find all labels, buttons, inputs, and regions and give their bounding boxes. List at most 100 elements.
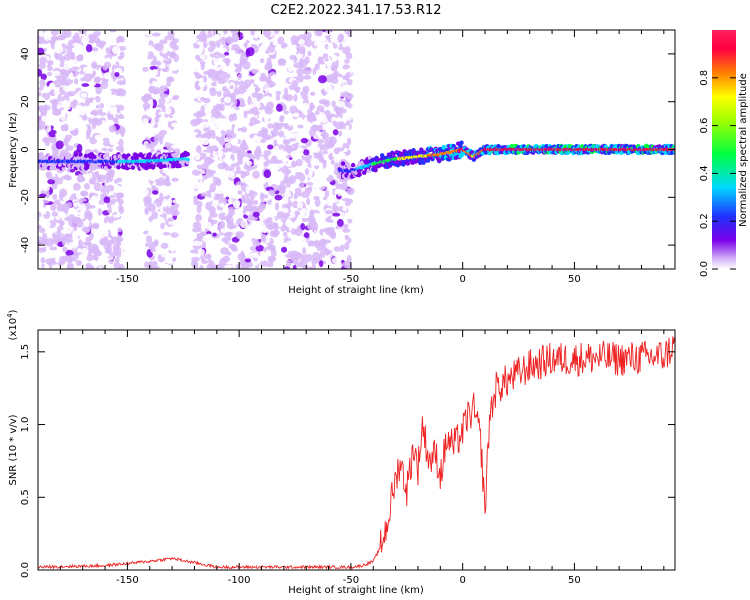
heatmap-noise-mark — [198, 152, 207, 160]
heatmap-noise-mark — [69, 72, 74, 81]
heatmap-noise-mark — [86, 254, 94, 262]
heatmap-noise-mark — [342, 64, 351, 70]
heatmap-noise-mark — [114, 257, 120, 263]
heatmap-noise-mark — [171, 257, 176, 262]
heatmap-noise-mark — [164, 255, 173, 264]
heatmap-noise-mark — [78, 239, 83, 249]
heatmap-noise-mark — [192, 240, 202, 247]
heatmap-noise-mark — [199, 264, 204, 269]
heatmap-noise-mark — [340, 79, 348, 84]
heatmap-signal-mark — [458, 144, 463, 149]
heatmap-noise-mark — [288, 118, 293, 127]
heatmap-noise-mark — [108, 30, 117, 33]
heatmap-noise-mark — [150, 118, 155, 128]
heatmap-noise-mark — [252, 170, 260, 179]
heatmap-noise-mark — [53, 234, 61, 243]
heatmap-noise-mark — [91, 200, 97, 205]
heatmap-noise-mark — [80, 141, 88, 148]
heatmap-noise-mark — [245, 185, 250, 195]
heatmap-noise-mark — [39, 43, 48, 48]
heatmap-noise-mark — [109, 251, 117, 257]
heatmap-noise-mark — [266, 216, 273, 223]
heatmap-noise-mark — [90, 259, 98, 266]
heatmap-noise-mark — [71, 66, 80, 71]
heatmap-noise-mark — [344, 30, 352, 35]
heatmap-noise-mark — [257, 255, 266, 262]
heatmap-noise-mark — [259, 58, 265, 64]
heatmap-noise-mark — [321, 37, 327, 42]
heatmap-noise-mark — [263, 149, 272, 156]
heatmap-noise-mark — [326, 199, 333, 207]
heatmap-noise-mark — [159, 208, 164, 215]
heatmap-noise-mark — [99, 102, 105, 109]
heatmap-noise-mark — [300, 218, 310, 222]
heatmap-noise-mark — [280, 180, 286, 187]
heatmap-noise-mark — [315, 110, 320, 116]
heatmap-noise-mark — [116, 80, 125, 85]
heatmap-noise-mark — [74, 78, 79, 85]
heatmap-noise-mark — [145, 223, 153, 228]
heatmap-noise-mark — [331, 257, 339, 265]
heatmap-signal-mark — [391, 151, 396, 156]
heatmap-noise-mark — [332, 212, 341, 217]
heatmap-noise-mark — [282, 139, 291, 145]
heatmap-noise-mark — [306, 117, 314, 122]
heatmap-signal-mark — [41, 166, 46, 171]
heatmap-noise-mark — [205, 253, 210, 260]
heatmap-noise-mark — [63, 123, 69, 132]
heatmap-noise-mark — [113, 118, 119, 125]
heatmap-noise-mark — [88, 177, 97, 185]
heatmap-noise-mark — [338, 73, 343, 78]
heatmap-noise-mark — [253, 235, 262, 240]
heatmap-noise-mark — [212, 124, 219, 131]
heatmap-noise-mark — [324, 57, 329, 62]
heatmap-noise-mark — [331, 54, 338, 62]
heatmap-noise-mark — [119, 220, 126, 228]
heatmap-signal-mark — [185, 152, 190, 157]
snr-ytick-label: 0.5 — [20, 489, 31, 505]
heatmap-noise-mark — [157, 217, 166, 225]
heatmap-noise-mark — [108, 106, 115, 115]
heatmap-noise-mark — [116, 192, 125, 199]
heatmap-noise-mark — [296, 68, 305, 76]
heatmap-noise-mark — [62, 139, 71, 146]
heatmap-noise-mark — [120, 84, 126, 89]
snr-xlabel: Height of straight line (km) — [288, 585, 424, 596]
heatmap-noise-mark — [309, 91, 316, 96]
heatmap-noise-mark — [57, 256, 66, 266]
heatmap-noise-mark — [342, 45, 351, 55]
snr-multiplier-exp: 4 — [6, 313, 14, 318]
heatmap-noise-mark — [107, 148, 113, 153]
heatmap-signal-mark — [181, 162, 186, 167]
heatmap-noise-mark — [258, 213, 266, 222]
heatmap-noise-mark — [254, 78, 261, 86]
heatmap-noise-mark — [312, 175, 322, 185]
heatmap-noise-mark — [245, 211, 251, 216]
heatmap-noise-mark — [76, 46, 81, 52]
heatmap-noise-mark — [48, 129, 57, 138]
heatmap-noise-mark — [316, 105, 325, 112]
heatmap-noise-mark — [39, 56, 47, 64]
heatmap-noise-mark — [313, 40, 320, 47]
heatmap-noise-mark — [106, 184, 115, 192]
heatmap-noise-mark — [99, 43, 104, 50]
colorbar-tick-label: 0.6 — [699, 118, 710, 134]
heatmap-noise-mark — [217, 57, 224, 62]
heatmap-noise-mark — [38, 36, 43, 44]
heatmap-noise-mark — [223, 96, 232, 104]
heatmap-noise-mark — [251, 92, 259, 99]
heatmap-noise-mark — [336, 227, 343, 237]
heatmap-noise-mark — [144, 261, 150, 268]
heatmap-noise-mark — [294, 87, 300, 94]
heatmap-noise-mark — [85, 241, 93, 246]
heatmap-noise-mark — [192, 227, 200, 233]
heatmap-noise-mark — [343, 128, 350, 135]
heatmap-noise-mark — [276, 46, 282, 53]
heatmap-noise-mark — [314, 239, 320, 249]
heatmap-noise-mark — [246, 160, 253, 166]
heatmap-noise-mark — [332, 205, 340, 213]
heatmap-noise-mark — [303, 149, 310, 156]
heatmap-noise-mark — [211, 132, 216, 140]
heatmap-noise-mark — [151, 185, 156, 190]
heatmap-noise-mark — [247, 95, 252, 106]
